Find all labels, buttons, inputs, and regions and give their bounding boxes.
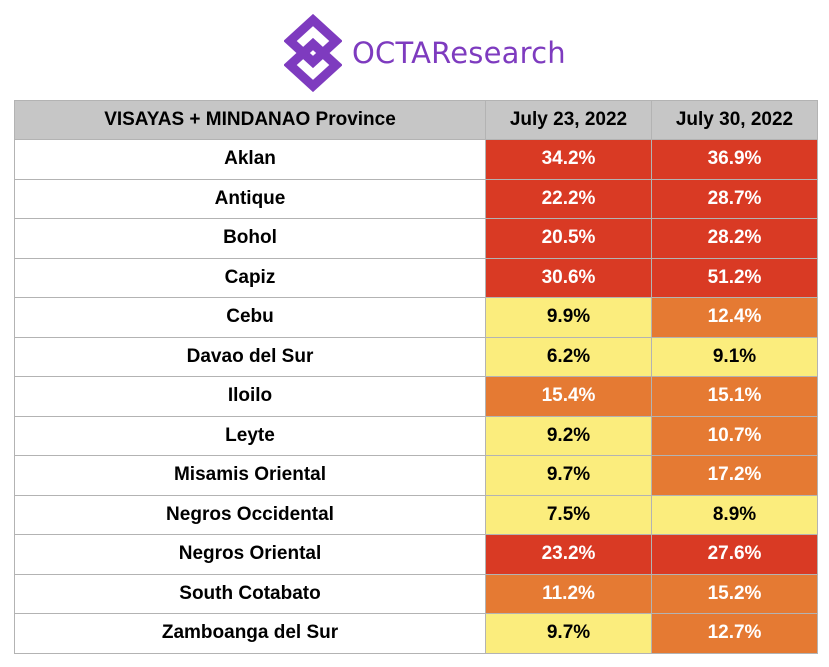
july-30-cell: 12.7% — [651, 613, 818, 654]
july-30-cell: 15.2% — [651, 573, 818, 614]
july-23-cell: 9.7% — [485, 455, 652, 496]
july-30-cell: 8.9% — [651, 494, 818, 535]
table-row: Capiz 30.6% 51.2% — [14, 257, 818, 298]
july-23-cell: 7.5% — [485, 494, 652, 535]
province-cell: Davao del Sur — [14, 336, 486, 377]
header-july-23: July 23, 2022 — [485, 100, 652, 140]
july-30-cell: 15.1% — [651, 376, 818, 417]
header-july-30: July 30, 2022 — [651, 100, 818, 140]
province-cell: Negros Oriental — [14, 534, 486, 575]
province-cell: Zamboanga del Sur — [14, 613, 486, 654]
province-cell: Antique — [14, 178, 486, 219]
july-23-cell: 9.2% — [485, 415, 652, 456]
july-23-cell: 9.7% — [485, 613, 652, 654]
table-row: Aklan 34.2% 36.9% — [14, 139, 818, 180]
july-23-cell: 11.2% — [485, 573, 652, 614]
province-cell: Misamis Oriental — [14, 455, 486, 496]
july-23-cell: 15.4% — [485, 376, 652, 417]
brand-name: OCTAResearch — [352, 36, 566, 70]
table-row: Zamboanga del Sur 9.7% 12.7% — [14, 613, 818, 654]
province-cell: South Cotabato — [14, 573, 486, 614]
province-cell: Aklan — [14, 139, 486, 180]
table-row: South Cotabato 11.2% 15.2% — [14, 573, 818, 614]
july-23-cell: 20.5% — [485, 218, 652, 259]
header-province: VISAYAS + MINDANAO Province — [14, 100, 486, 140]
brand-logo: OCTAResearch — [284, 14, 566, 92]
july-30-cell: 27.6% — [651, 534, 818, 575]
table-row: Negros Occidental 7.5% 8.9% — [14, 494, 818, 535]
province-cell: Iloilo — [14, 376, 486, 417]
july-30-cell: 36.9% — [651, 139, 818, 180]
table-row: Bohol 20.5% 28.2% — [14, 218, 818, 259]
province-cell: Cebu — [14, 297, 486, 338]
july-30-cell: 12.4% — [651, 297, 818, 338]
july-30-cell: 51.2% — [651, 257, 818, 298]
positivity-table: VISAYAS + MINDANAO Province July 23, 202… — [14, 100, 818, 654]
table-header-row: VISAYAS + MINDANAO Province July 23, 202… — [14, 100, 818, 140]
table-row: Misamis Oriental 9.7% 17.2% — [14, 455, 818, 496]
july-30-cell: 9.1% — [651, 336, 818, 377]
july-30-cell: 28.2% — [651, 218, 818, 259]
july-23-cell: 34.2% — [485, 139, 652, 180]
table-row: Leyte 9.2% 10.7% — [14, 415, 818, 456]
province-cell: Negros Occidental — [14, 494, 486, 535]
july-23-cell: 23.2% — [485, 534, 652, 575]
july-30-cell: 10.7% — [651, 415, 818, 456]
province-cell: Leyte — [14, 415, 486, 456]
july-23-cell: 30.6% — [485, 257, 652, 298]
province-cell: Bohol — [14, 218, 486, 259]
table-row: Iloilo 15.4% 15.1% — [14, 376, 818, 417]
july-23-cell: 6.2% — [485, 336, 652, 377]
province-cell: Capiz — [14, 257, 486, 298]
table-row: Cebu 9.9% 12.4% — [14, 297, 818, 338]
octa-logo-icon — [284, 14, 342, 92]
july-23-cell: 9.9% — [485, 297, 652, 338]
table-row: Negros Oriental 23.2% 27.6% — [14, 534, 818, 575]
table-row: Davao del Sur 6.2% 9.1% — [14, 336, 818, 377]
table-row: Antique 22.2% 28.7% — [14, 178, 818, 219]
july-30-cell: 17.2% — [651, 455, 818, 496]
july-30-cell: 28.7% — [651, 178, 818, 219]
july-23-cell: 22.2% — [485, 178, 652, 219]
